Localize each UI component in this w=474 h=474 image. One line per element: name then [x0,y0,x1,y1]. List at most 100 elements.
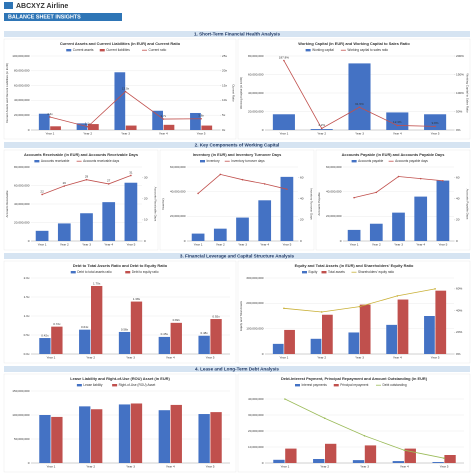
y-tick-label: 20,000,000 [248,109,264,113]
line-point [241,178,244,181]
legend-swatch [351,160,357,163]
x-tick-label: Year 5 [431,131,440,135]
line-point [419,177,422,180]
data-label: 0.58x [121,327,129,331]
y-tick-label: 1.0x [24,314,30,318]
line-point [283,307,285,310]
legend-label: Principal repayment [340,383,368,387]
x-tick-label: Year 2 [86,355,95,359]
y2-tick-label: 20 [300,218,304,222]
x-tick-label: Year 3 [394,242,403,246]
x-tick-label: Year 1 [46,355,55,359]
legend-label: Lease liability [83,383,103,387]
y-tick-label: 20,000,000 [14,113,30,117]
line-point [85,178,88,181]
data-label: 1.38x [133,297,141,301]
chart-title: Current Assets and Current Liabilities (… [60,41,181,46]
bar [397,299,409,354]
bar [198,414,210,463]
y2-axis-label: Accounts Payable Days [466,189,470,220]
data-label: 4.2% [318,123,325,127]
line-point [124,90,127,93]
x-tick-label: Year 5 [126,242,135,246]
y-axis-label: Accounts Payable [317,192,321,216]
y-tick-label: 0 [262,352,264,356]
line-point [263,183,266,185]
x-tick-label: Year 1 [38,242,47,246]
line-point [397,175,400,178]
y-tick-label: 20,000,000 [14,220,30,224]
y-tick-label: 200,000,000 [246,301,263,305]
y2-tick-label: 20 [456,218,460,222]
data-label: 0.42x [41,333,49,337]
section-title: 2. Key Components of Working Capital [195,142,280,147]
legend-label: Working capital to sales ratio [347,48,388,52]
bar [435,290,447,354]
y-tick-label: 80,000,000 [14,69,30,73]
x-tick-label: Year 2 [83,131,92,135]
legend-swatch [321,271,327,274]
line-point [323,417,326,420]
x-tick-label: Year 5 [197,131,206,135]
chart-title: Inventory (in EUR) and Inventory Turnove… [193,152,282,157]
x-tick-label: Year 2 [320,464,329,468]
legend-label: Accounts payable days [395,159,428,163]
x-tick-label: Year 1 [279,355,288,359]
x-tick-label: Year 5 [206,464,215,468]
bar [436,180,450,241]
data-label: 0.92x [212,314,220,318]
line-point [41,193,43,196]
line-point [162,118,165,120]
y-tick-label: 40,000,000 [14,202,30,206]
bar [125,125,137,130]
line-point [284,398,286,400]
y2-tick-label: 0% [456,128,461,132]
x-tick-label: Year 5 [206,355,215,359]
section-band [4,31,470,37]
y-tick-label: 30,000,000 [248,413,264,417]
legend-swatch [70,271,76,274]
section-band [4,366,470,372]
legend-label: Working capital [312,48,334,52]
bar [201,125,213,130]
x-tick-label: Year 4 [159,131,168,135]
y2-tick-label: 50% [456,109,462,113]
legend-label: Debt to total assets ratio [77,270,112,274]
dashboard-title: BALANCE SHEET INSIGHTS [8,15,81,21]
data-label: 26 [63,181,67,185]
bar [124,182,138,241]
bar [285,448,297,463]
x-tick-label: Year 3 [360,464,369,468]
x-tick-label: Year 2 [216,242,225,246]
y2-tick-label: 30 [144,175,148,179]
y-tick-label: 60,000,000 [326,165,342,169]
bar [424,316,435,354]
y2-tick-label: 40% [456,308,462,312]
bar [88,124,99,130]
chart-title: Working Capital (in EUR) and Working Cap… [298,41,410,46]
x-tick-label: Year 3 [126,355,135,359]
bar [198,335,210,354]
x-tick-label: Year 3 [355,131,364,135]
data-label: 0.48x [200,331,208,335]
bar [404,448,416,463]
y-axis-label: Working Capital (in EUR) [239,77,243,109]
chart-title: Equity and Total Assets (in EUR) and Sha… [295,263,414,268]
line-point [443,457,445,460]
x-tick-label: Year 3 [82,242,91,246]
y2-tick-label: 0% [456,352,461,356]
bar [432,462,444,463]
bar [364,445,377,463]
line-point [320,311,323,313]
chart-title: Debt-Interest Payment, Principal Repayme… [281,376,428,381]
line-point [219,173,222,176]
y-tick-label: 0.5x [24,333,30,337]
y2-tick-label: 100% [456,91,464,95]
x-tick-label: Year 1 [45,131,54,135]
y2-tick-label: 25x [222,54,227,58]
line-point [403,449,406,452]
y-tick-label: 0 [262,461,264,465]
x-tick-label: Year 1 [280,464,289,468]
x-tick-label: Year 4 [166,464,175,468]
y2-tick-label: 20x [222,69,227,73]
